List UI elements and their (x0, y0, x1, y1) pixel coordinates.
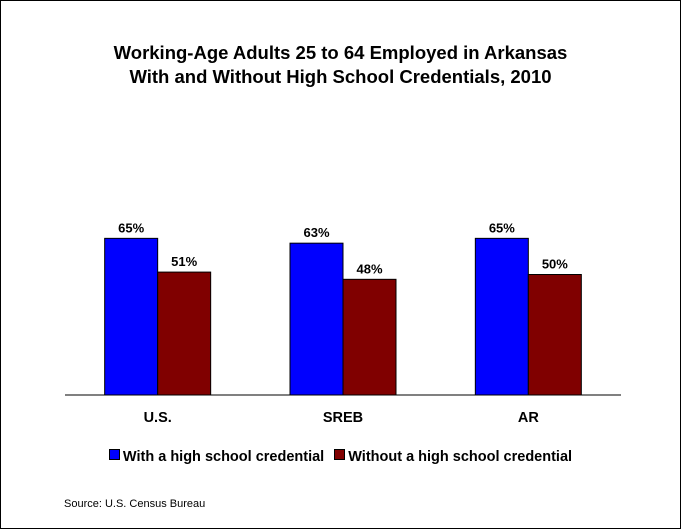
category-label-us: U.S. (144, 410, 172, 426)
chart-title-line-1: Working-Age Adults 25 to 64 Employed in … (113, 42, 568, 63)
chart-title-line-2: With and Without High School Credentials… (129, 66, 552, 87)
category-label-sreb: SREB (323, 410, 363, 426)
data-label-sreb-series-0: 63% (303, 225, 329, 240)
bar-plot: 65% 51% U.S. 63% 48% SREB 65% 50% AR (65, 220, 621, 426)
legend-label-without-credential: Without a high school credential (348, 449, 573, 465)
legend-item-with-credential: With a high school credential (108, 449, 325, 465)
bar-sreb-series-0 (289, 242, 344, 396)
data-label-us-series-1: 51% (171, 254, 197, 269)
bar-ar-series-1 (527, 274, 582, 396)
bar-sreb-series-1 (342, 278, 397, 396)
bar-ar-series-0 (474, 237, 529, 396)
category-label-ar: AR (518, 410, 539, 426)
data-label-ar-series-0: 65% (489, 220, 515, 235)
legend-label-with-credential: With a high school credential (122, 449, 325, 465)
legend: With a high school credential Without a … (1, 449, 680, 465)
bar-us-series-0 (104, 237, 159, 396)
data-label-us-series-0: 65% (118, 220, 144, 235)
legend-item-without-credential: Without a high school credential (334, 449, 572, 465)
data-label-ar-series-1: 50% (542, 257, 568, 272)
source-note: Source: U.S. Census Bureau (64, 498, 206, 510)
legend-swatch-blue (108, 449, 120, 460)
legend-swatch-maroon (334, 449, 346, 460)
data-label-sreb-series-1: 48% (356, 261, 382, 276)
bar-us-series-1 (157, 271, 212, 396)
chart-title: Working-Age Adults 25 to 64 Employed in … (1, 41, 680, 89)
